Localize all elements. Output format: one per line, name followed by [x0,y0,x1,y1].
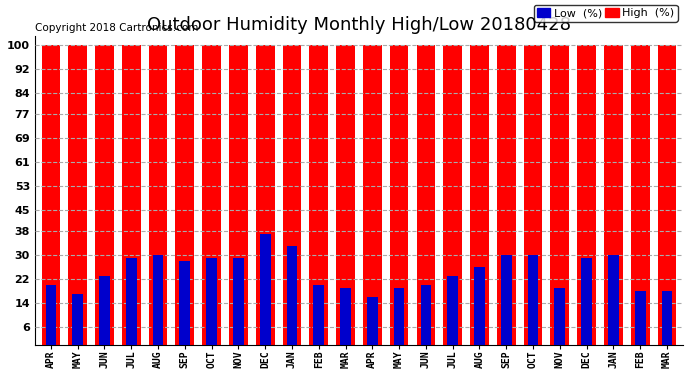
Bar [581,258,592,345]
Bar [497,45,515,345]
Bar [95,45,114,345]
Text: Copyright 2018 Cartronics.com: Copyright 2018 Cartronics.com [34,23,198,33]
Bar [206,258,217,345]
Bar [68,45,87,345]
Bar [470,45,489,345]
Bar [447,276,458,345]
Bar [524,45,542,345]
Bar [46,285,57,345]
Bar [148,45,168,345]
Title: Outdoor Humidity Monthly High/Low 20180428: Outdoor Humidity Monthly High/Low 201804… [147,16,571,34]
Bar [604,45,623,345]
Bar [309,45,328,345]
Bar [367,297,377,345]
Bar [41,45,60,345]
Bar [99,276,110,345]
Bar [501,255,511,345]
Bar [474,267,485,345]
Bar [528,255,538,345]
Legend: Low  (%), High  (%): Low (%), High (%) [534,4,678,22]
Bar [631,45,649,345]
Bar [340,288,351,345]
Bar [286,246,297,345]
Bar [152,255,164,345]
Bar [417,45,435,345]
Bar [256,45,275,345]
Bar [420,285,431,345]
Bar [229,45,248,345]
Bar [202,45,221,345]
Bar [443,45,462,345]
Bar [233,258,244,345]
Bar [608,255,619,345]
Bar [390,45,408,345]
Bar [126,258,137,345]
Bar [555,288,565,345]
Bar [283,45,302,345]
Bar [175,45,194,345]
Bar [662,291,672,345]
Bar [122,45,141,345]
Bar [635,291,646,345]
Bar [179,261,190,345]
Bar [658,45,676,345]
Bar [260,234,270,345]
Bar [363,45,382,345]
Bar [336,45,355,345]
Bar [551,45,569,345]
Bar [72,294,83,345]
Bar [313,285,324,345]
Bar [394,288,404,345]
Bar [578,45,596,345]
